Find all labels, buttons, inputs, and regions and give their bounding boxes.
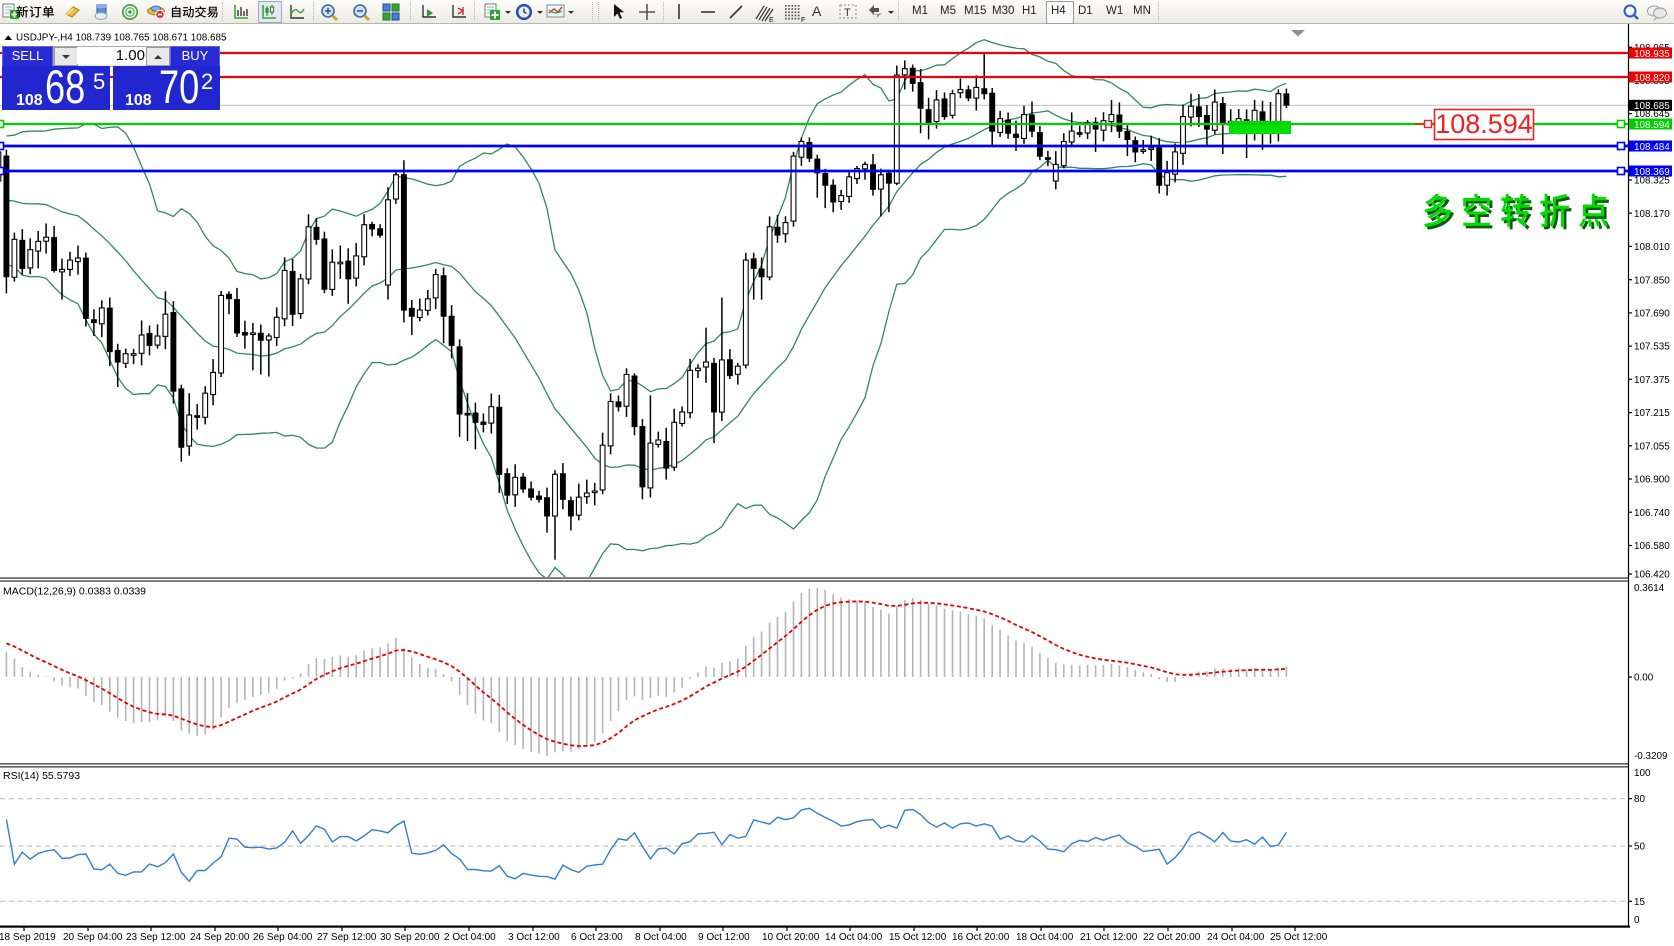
svg-text:0.3614: 0.3614	[1634, 583, 1665, 594]
svg-text:T: T	[844, 7, 851, 19]
svg-text:8 Oct 04:00: 8 Oct 04:00	[635, 932, 687, 943]
svg-text:0: 0	[1634, 915, 1640, 926]
svg-text:108.645: 108.645	[1634, 109, 1670, 120]
svg-text:0.00: 0.00	[1634, 673, 1654, 684]
svg-text:10 Oct 20:00: 10 Oct 20:00	[762, 932, 820, 943]
svg-text:MACD(12,26,9) 0.0383 0.0339: MACD(12,26,9) 0.0383 0.0339	[3, 586, 146, 598]
svg-text:108.594: 108.594	[1435, 109, 1533, 139]
svg-text:108.010: 108.010	[1634, 242, 1670, 253]
svg-text:108.594: 108.594	[1634, 120, 1670, 131]
svg-text:24 Oct 04:00: 24 Oct 04:00	[1207, 932, 1265, 943]
svg-text:18 Sep 2019: 18 Sep 2019	[0, 932, 56, 943]
svg-text:18 Oct 04:00: 18 Oct 04:00	[1016, 932, 1074, 943]
svg-text:107.375: 107.375	[1634, 375, 1670, 386]
svg-text:107.535: 107.535	[1634, 342, 1670, 353]
svg-text:6 Oct 23:00: 6 Oct 23:00	[571, 932, 623, 943]
svg-text:9 Oct 12:00: 9 Oct 12:00	[698, 932, 750, 943]
svg-text:106.740: 106.740	[1634, 508, 1670, 519]
svg-text:107.690: 107.690	[1634, 309, 1670, 320]
svg-text:107.215: 107.215	[1634, 408, 1670, 419]
svg-text:23 Sep 12:00: 23 Sep 12:00	[126, 932, 186, 943]
svg-text:108.170: 108.170	[1634, 209, 1670, 220]
svg-text:108.935: 108.935	[1634, 49, 1670, 60]
svg-text:108.369: 108.369	[1634, 167, 1670, 178]
svg-text:21 Oct 12:00: 21 Oct 12:00	[1080, 932, 1138, 943]
svg-text:E: E	[769, 17, 774, 23]
svg-text:USDJPY-,H4 108.739 108.765 10: USDJPY-,H4 108.739 108.765 108.671 108.6…	[16, 33, 227, 44]
svg-text:24 Sep 20:00: 24 Sep 20:00	[190, 932, 250, 943]
svg-text:14 Oct 04:00: 14 Oct 04:00	[825, 932, 883, 943]
svg-text:106.900: 106.900	[1634, 475, 1670, 486]
svg-text:108.325: 108.325	[1634, 176, 1670, 187]
svg-text:16 Oct 20:00: 16 Oct 20:00	[952, 932, 1010, 943]
svg-text:RSI(14) 55.5793: RSI(14) 55.5793	[3, 770, 80, 782]
svg-text:F: F	[801, 17, 805, 23]
svg-text:30 Sep 20:00: 30 Sep 20:00	[380, 932, 440, 943]
svg-text:27 Sep 12:00: 27 Sep 12:00	[317, 932, 377, 943]
svg-text:26 Sep 04:00: 26 Sep 04:00	[253, 932, 313, 943]
svg-text:108.484: 108.484	[1634, 142, 1670, 153]
svg-text:3 Oct 12:00: 3 Oct 12:00	[508, 932, 560, 943]
svg-text:100: 100	[1634, 768, 1651, 779]
svg-text:80: 80	[1634, 794, 1645, 805]
svg-text:106.420: 106.420	[1634, 570, 1670, 581]
svg-text:-0.3209: -0.3209	[1634, 751, 1668, 762]
svg-text:107.055: 107.055	[1634, 441, 1670, 452]
svg-text:15: 15	[1634, 897, 1645, 908]
svg-text:15 Oct 12:00: 15 Oct 12:00	[889, 932, 947, 943]
svg-text:108.685: 108.685	[1634, 101, 1670, 112]
svg-text:106.580: 106.580	[1634, 541, 1670, 552]
svg-text:2 Oct 04:00: 2 Oct 04:00	[444, 932, 496, 943]
svg-text:25 Oct 12:00: 25 Oct 12:00	[1270, 932, 1328, 943]
svg-text:50: 50	[1634, 842, 1645, 853]
svg-text:22 Oct 20:00: 22 Oct 20:00	[1143, 932, 1201, 943]
svg-text:20 Sep 04:00: 20 Sep 04:00	[63, 932, 123, 943]
svg-text:107.850: 107.850	[1634, 275, 1670, 286]
svg-text:108.820: 108.820	[1634, 73, 1670, 84]
